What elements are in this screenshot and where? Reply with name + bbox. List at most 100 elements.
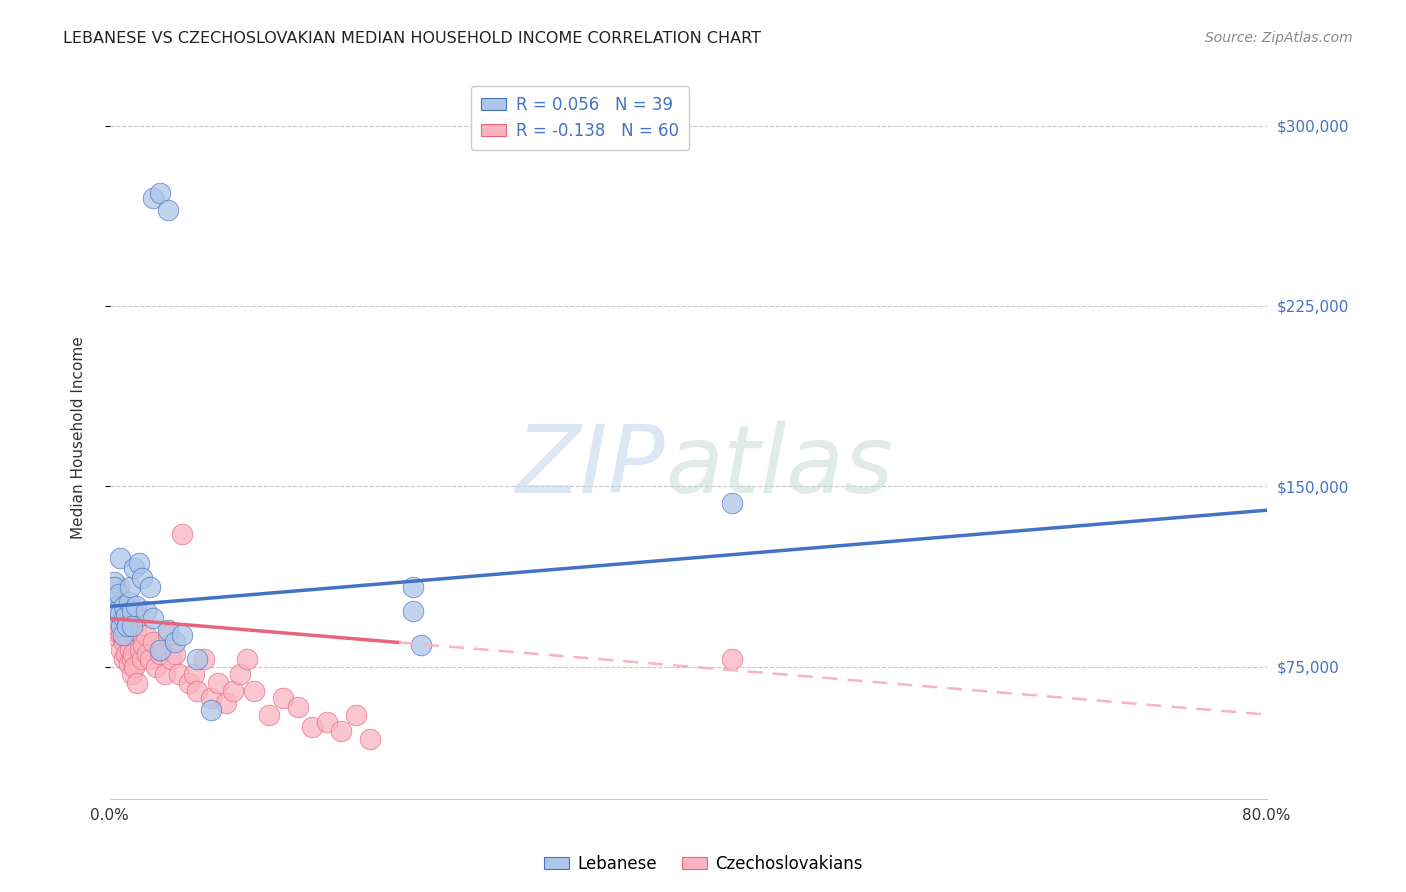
- Point: [131, 652, 153, 666]
- Point: [107, 580, 129, 594]
- Point: [122, 648, 145, 662]
- Point: [115, 618, 138, 632]
- Point: [142, 191, 165, 205]
- Point: [193, 652, 215, 666]
- Point: [720, 652, 742, 666]
- Point: [136, 648, 159, 662]
- Point: [111, 628, 134, 642]
- Point: [117, 594, 139, 608]
- Text: LEBANESE VS CZECHOSLOVAKIAN MEDIAN HOUSEHOLD INCOME CORRELATION CHART: LEBANESE VS CZECHOSLOVAKIAN MEDIAN HOUSE…: [63, 31, 761, 46]
- Point: [105, 604, 128, 618]
- Point: [121, 666, 143, 681]
- Point: [103, 575, 125, 590]
- Point: [149, 648, 172, 662]
- Text: ZIP: ZIP: [516, 421, 665, 512]
- Point: [125, 599, 148, 614]
- Point: [163, 648, 186, 662]
- Point: [110, 642, 132, 657]
- Point: [149, 642, 172, 657]
- Point: [124, 561, 146, 575]
- Point: [115, 628, 138, 642]
- Point: [142, 635, 165, 649]
- Point: [315, 714, 337, 729]
- Point: [402, 604, 425, 618]
- Point: [207, 676, 229, 690]
- Point: [200, 703, 222, 717]
- Point: [110, 618, 132, 632]
- Point: [128, 609, 150, 624]
- Point: [359, 731, 381, 746]
- Point: [120, 580, 142, 594]
- Point: [101, 592, 124, 607]
- Point: [135, 604, 157, 618]
- Point: [108, 611, 131, 625]
- Point: [301, 720, 323, 734]
- Point: [153, 666, 176, 681]
- Point: [236, 652, 259, 666]
- Point: [117, 657, 139, 672]
- Point: [108, 607, 131, 621]
- Point: [108, 551, 131, 566]
- Point: [183, 666, 205, 681]
- Point: [179, 676, 201, 690]
- Point: [145, 659, 167, 673]
- Point: [105, 618, 128, 632]
- Point: [243, 683, 266, 698]
- Point: [163, 635, 186, 649]
- Point: [114, 648, 136, 662]
- Point: [110, 628, 132, 642]
- Point: [121, 618, 143, 632]
- Point: [128, 556, 150, 570]
- Point: [129, 642, 152, 657]
- Point: [101, 624, 124, 638]
- Point: [257, 707, 280, 722]
- Point: [156, 628, 179, 642]
- Point: [114, 609, 136, 624]
- Point: [156, 624, 179, 638]
- Point: [186, 652, 208, 666]
- Point: [105, 599, 128, 614]
- Point: [112, 635, 135, 649]
- Point: [222, 683, 245, 698]
- Point: [120, 642, 142, 657]
- Point: [112, 599, 135, 614]
- Point: [121, 604, 143, 618]
- Point: [131, 570, 153, 584]
- Legend: R = 0.056   N = 39, R = -0.138   N = 60: R = 0.056 N = 39, R = -0.138 N = 60: [471, 86, 689, 150]
- Point: [103, 604, 125, 618]
- Point: [112, 611, 135, 625]
- Point: [156, 202, 179, 217]
- Point: [214, 696, 236, 710]
- Point: [344, 707, 367, 722]
- Point: [124, 659, 146, 673]
- Point: [287, 700, 309, 714]
- Point: [105, 599, 128, 614]
- Point: [107, 587, 129, 601]
- Y-axis label: Median Household Income: Median Household Income: [72, 336, 86, 540]
- Point: [139, 652, 162, 666]
- Point: [112, 652, 135, 666]
- Point: [200, 690, 222, 705]
- Point: [125, 624, 148, 638]
- Point: [104, 587, 127, 601]
- Point: [229, 666, 252, 681]
- Point: [159, 652, 181, 666]
- Point: [103, 580, 125, 594]
- Point: [186, 683, 208, 698]
- Point: [149, 186, 172, 200]
- Text: atlas: atlas: [665, 421, 893, 512]
- Point: [720, 496, 742, 510]
- Point: [103, 628, 125, 642]
- Point: [121, 652, 143, 666]
- Point: [132, 638, 155, 652]
- Point: [135, 628, 157, 642]
- Point: [172, 527, 194, 541]
- Point: [142, 611, 165, 625]
- Text: Source: ZipAtlas.com: Source: ZipAtlas.com: [1205, 31, 1353, 45]
- Point: [167, 666, 190, 681]
- Legend: Lebanese, Czechoslovakians: Lebanese, Czechoslovakians: [537, 848, 869, 880]
- Point: [409, 638, 432, 652]
- Point: [172, 628, 194, 642]
- Point: [127, 676, 149, 690]
- Point: [111, 618, 134, 632]
